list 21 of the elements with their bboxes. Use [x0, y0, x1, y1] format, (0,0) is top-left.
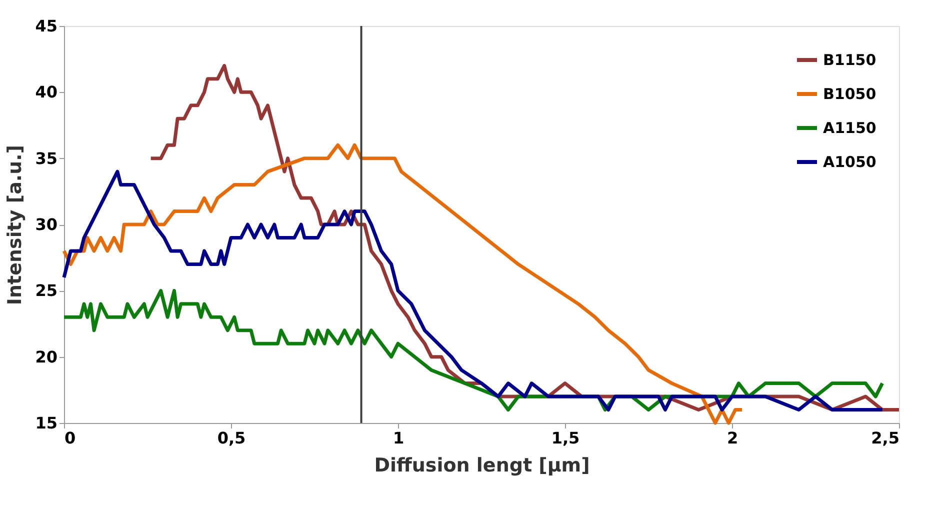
y-tick-label: 35	[35, 148, 58, 168]
x-tick-label: 2,5	[871, 428, 900, 448]
legend-label: A1050	[823, 153, 876, 171]
line-series	[62, 143, 744, 425]
y-tick-label: 20	[35, 347, 58, 366]
y-tick-label: 45	[35, 16, 58, 36]
legend-label: A1150	[823, 119, 876, 137]
x-tick-label: 0,5	[217, 428, 246, 448]
y-tick-label: 15	[35, 414, 58, 432]
line-series	[62, 170, 884, 412]
legend-label: B1050	[823, 85, 876, 103]
x-axis-title: Diffusion lengt [µm]	[374, 454, 590, 476]
y-tick-label: 30	[35, 215, 58, 234]
y-tick-label: 40	[35, 82, 58, 102]
x-tick-label: 1	[392, 428, 404, 448]
x-tick-label: 1,5	[551, 428, 580, 448]
x-tick-label: 2	[726, 428, 738, 448]
legend-label: B1150	[823, 51, 876, 69]
y-tick-label: 25	[35, 281, 58, 300]
y-axis-title: Intensity [a.u.]	[4, 144, 26, 306]
x-tick-label: 0	[64, 428, 76, 448]
